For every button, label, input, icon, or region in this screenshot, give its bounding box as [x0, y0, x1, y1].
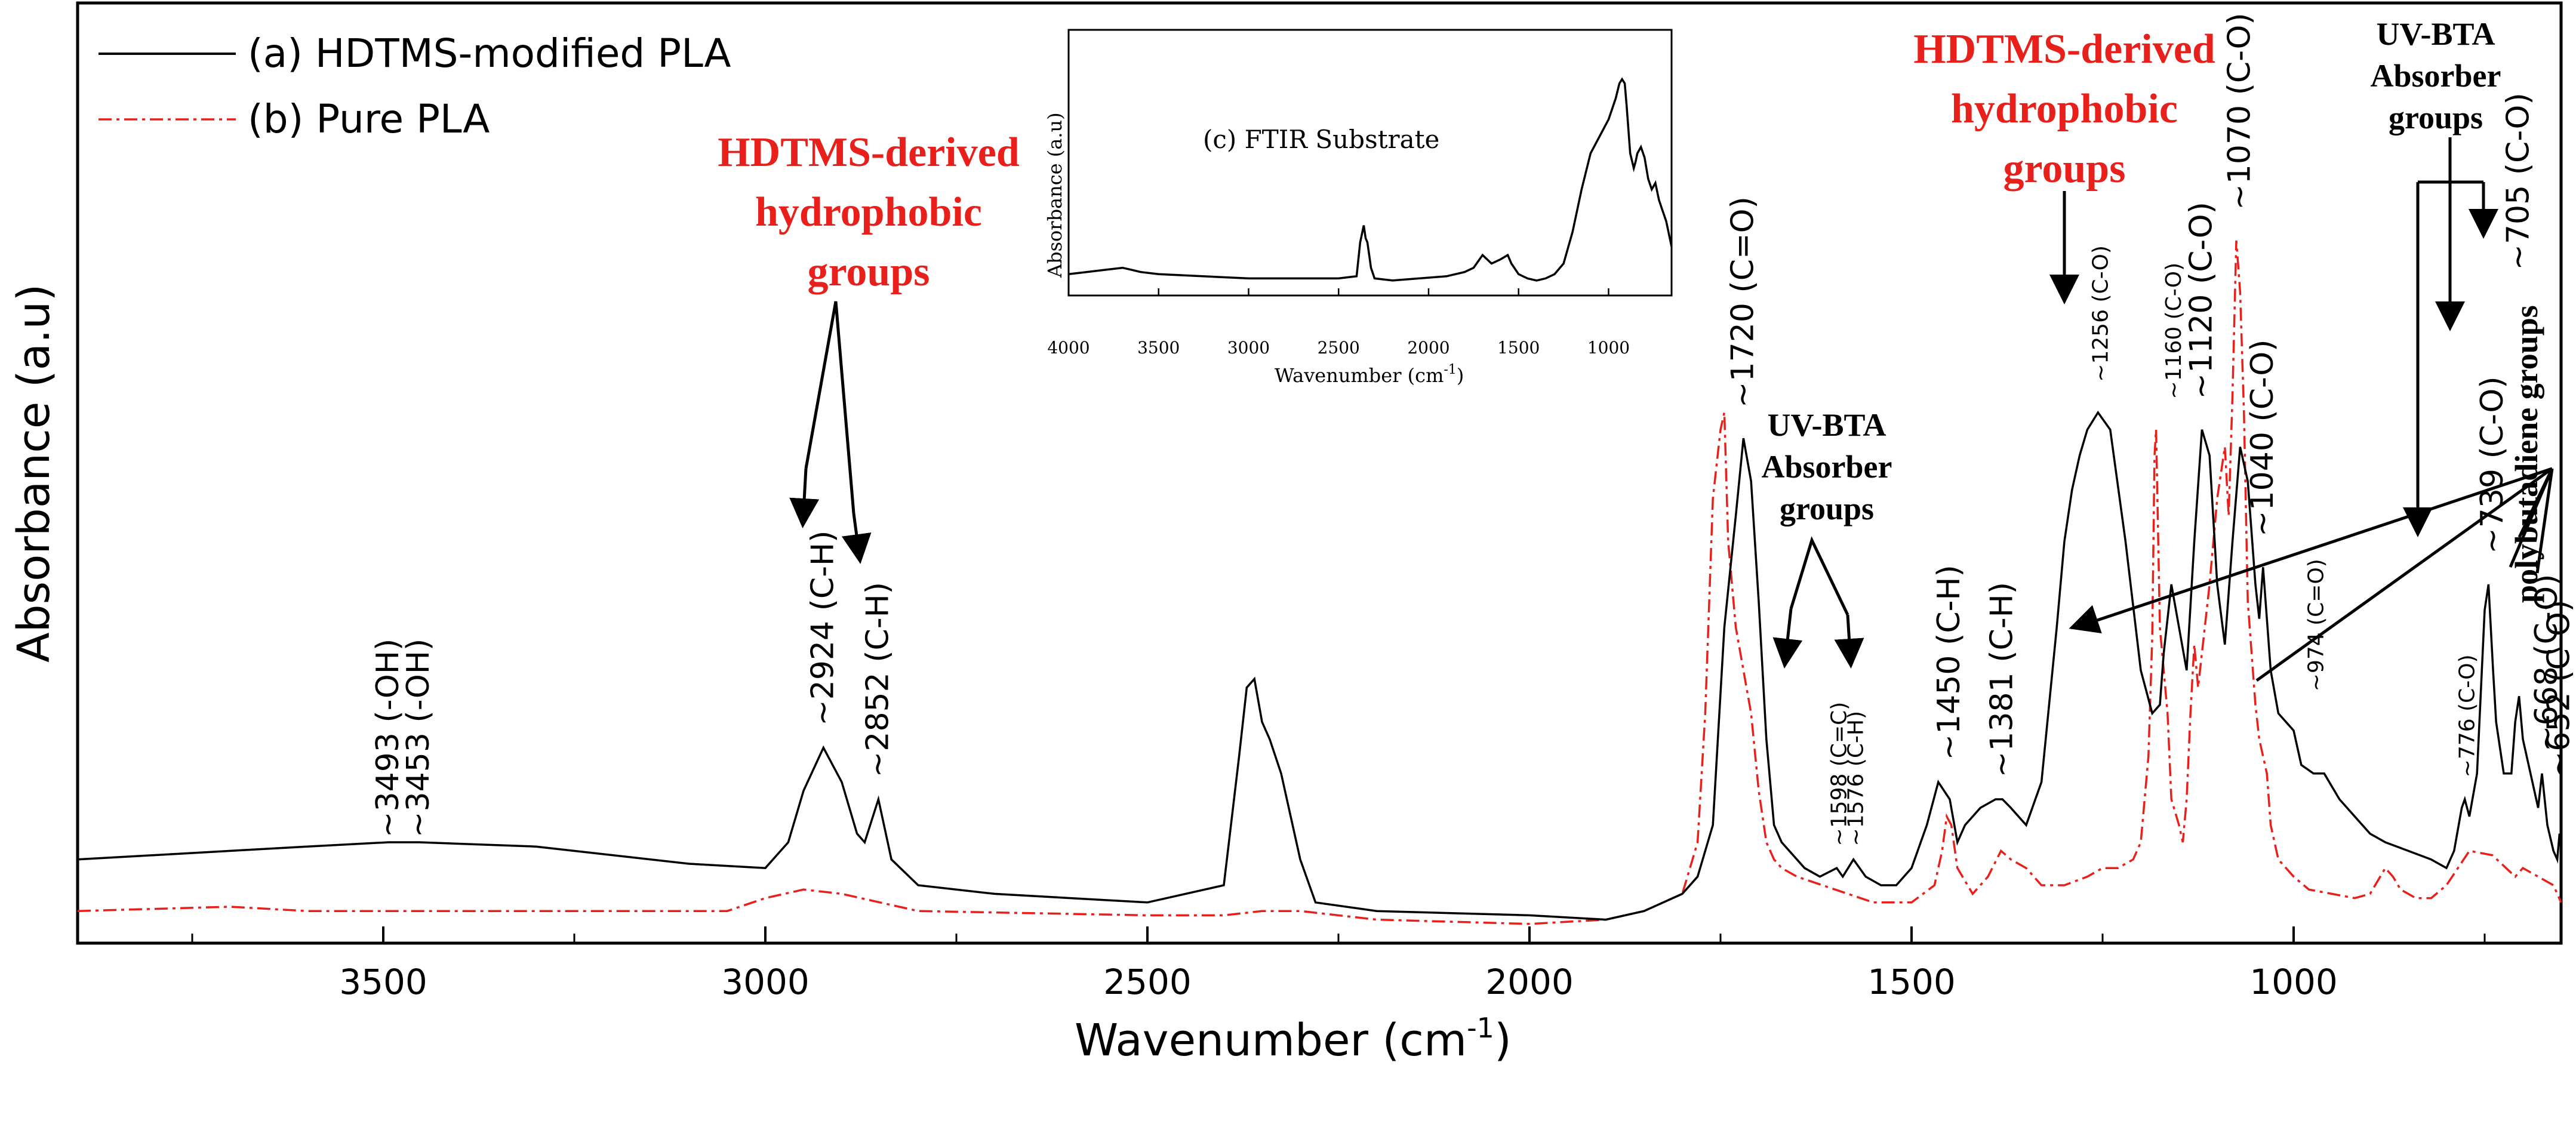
peak-label: ~974 (C=O): [2304, 559, 2328, 691]
x-axis-ticks: 3500 3000 2500 2000 1500 1000: [191, 926, 2486, 1002]
plot-frame: [76, 1, 2563, 945]
x-tick-label: 1000: [2249, 962, 2338, 1002]
x-tick-label: 3500: [339, 962, 427, 1002]
peak-label: ~739 (C-O): [2475, 376, 2510, 553]
legend-label-hdtms: (a) HDTMS-modified PLA: [248, 30, 731, 76]
group-label-hdtms-left: HDTMS-derived hydrophobic groups: [718, 130, 1020, 295]
peak-label: ~1576 (C-H): [1844, 711, 1869, 846]
group-label-polybutadiene: polybutadiene groups: [2509, 305, 2544, 603]
arrow-974: [2069, 605, 2102, 634]
group-label-hdtms-right: HDTMS-derived hydrophobic groups: [1913, 26, 2215, 192]
peak-label: ~1160 (C-O): [2162, 263, 2186, 399]
peak-label: ~1381 (C-H): [1984, 582, 2020, 777]
x-tick-label: 3000: [721, 962, 810, 1002]
series-hdtms-pla-line: [77, 410, 2562, 921]
peak-label: ~3493 (-OH): [370, 639, 406, 837]
x-tick-label: 2000: [1485, 962, 1574, 1002]
peak-label: ~1040 (C-O): [2245, 340, 2280, 537]
x-axis-title: Wavenumber (cm-1): [1075, 1012, 1512, 1066]
inset-tick-label: 1500: [1497, 338, 1540, 358]
arrow-974-line: [2077, 467, 2553, 629]
arrow-hdtms-left: [804, 301, 855, 514]
inset-x-ticks: 4000 3500 3000 2500 2000 1500 1000: [1047, 288, 1630, 358]
arrow-uvbta-mid: [1789, 536, 1849, 616]
inset-tick-label: 1000: [1587, 338, 1630, 358]
peak-annotations: ~3493 (-OH)~3453 (-OH) ~2924 (C-H) ~2852 (…: [370, 13, 2576, 846]
arrow-2852: [841, 513, 872, 564]
inset-frame: [1067, 29, 1673, 297]
group-label-line: groups: [2389, 100, 2483, 136]
group-label-line: groups: [2003, 146, 2126, 192]
inset-y-axis-title: Absorbance (a.u): [1044, 112, 1066, 278]
annotation-arrows: [789, 137, 2554, 682]
inset-title: (c) FTIR Substrate: [1203, 125, 1439, 154]
legend: (a) HDTMS-modified PLA (b) Pure PLA: [99, 30, 731, 142]
peak-label: ~1070 (C-O): [2221, 13, 2257, 210]
peak-label: ~1256 (C-O): [2088, 245, 2113, 382]
arrow-polybutadiene: [2255, 467, 2554, 682]
peak-label: ~776 (C-O): [2455, 654, 2480, 777]
group-label-line: HDTMS-derived: [1913, 26, 2215, 72]
peak-label: ~1450 (C-H): [1931, 565, 1967, 760]
peak-label: ~668 (C-O): [2529, 574, 2565, 752]
group-label-line: UV-BTA: [1768, 407, 1886, 443]
group-label-line: Absorber: [2371, 58, 2501, 94]
arrow-1598: [1772, 608, 1803, 669]
inset-ftir-substrate: 4000 3500 3000 2500 2000 1500 1000 (c) FTIR Su…: [1044, 29, 1673, 387]
x-tick-label: 2500: [1103, 962, 1192, 1002]
inset-tick-label: 2000: [1407, 338, 1449, 358]
arrow-1576: [1834, 614, 1864, 669]
x-tick-label: 1500: [1867, 962, 1956, 1002]
group-label-line: UV-BTA: [2377, 16, 2495, 52]
inset-tick-label: 4000: [1047, 338, 1090, 358]
inset-tick-label: 3500: [1137, 338, 1180, 358]
group-label-uvbta-right: UV-BTA Absorber groups: [2371, 16, 2501, 136]
y-axis-title: Absorbance (a.u): [8, 284, 60, 663]
series-pure-pla-line: [77, 240, 2562, 925]
inset-x-axis-title: Wavenumber (cm-1): [1275, 362, 1464, 387]
peak-label: ~1120 (C-O): [2183, 202, 2219, 399]
group-label-line: hydrophobic: [1951, 86, 2178, 132]
group-label-line: hydrophobic: [755, 189, 982, 235]
inset-tick-label: 3000: [1227, 338, 1270, 358]
group-label-line: groups: [808, 249, 930, 295]
legend-label-pla: (b) Pure PLA: [248, 96, 490, 142]
group-label-uvbta-mid: UV-BTA Absorber groups: [1762, 407, 1892, 526]
peak-label: ~2852 (C-H): [860, 582, 895, 777]
peak-label: ~705 (C-O): [2501, 93, 2537, 270]
group-label-line: Absorber: [1762, 449, 1892, 485]
inset-tick-label: 2500: [1318, 338, 1360, 358]
peak-label: ~2924 (C-H): [805, 531, 841, 726]
group-label-line: HDTMS-derived: [718, 130, 1020, 175]
peak-label: ~1720 (C=O): [1725, 196, 1761, 408]
peak-label: ~3453 (-OH): [401, 639, 436, 837]
arrow-2924: [789, 468, 820, 528]
arrow-uvbta-right: [2416, 137, 2485, 531]
peak-label: ~1598 (C=C): [1827, 702, 1852, 846]
peak-label: ~652 (C-O): [2541, 600, 2576, 777]
inset-substrate-line: [1068, 77, 1673, 282]
group-label-line: groups: [1780, 491, 1874, 526]
